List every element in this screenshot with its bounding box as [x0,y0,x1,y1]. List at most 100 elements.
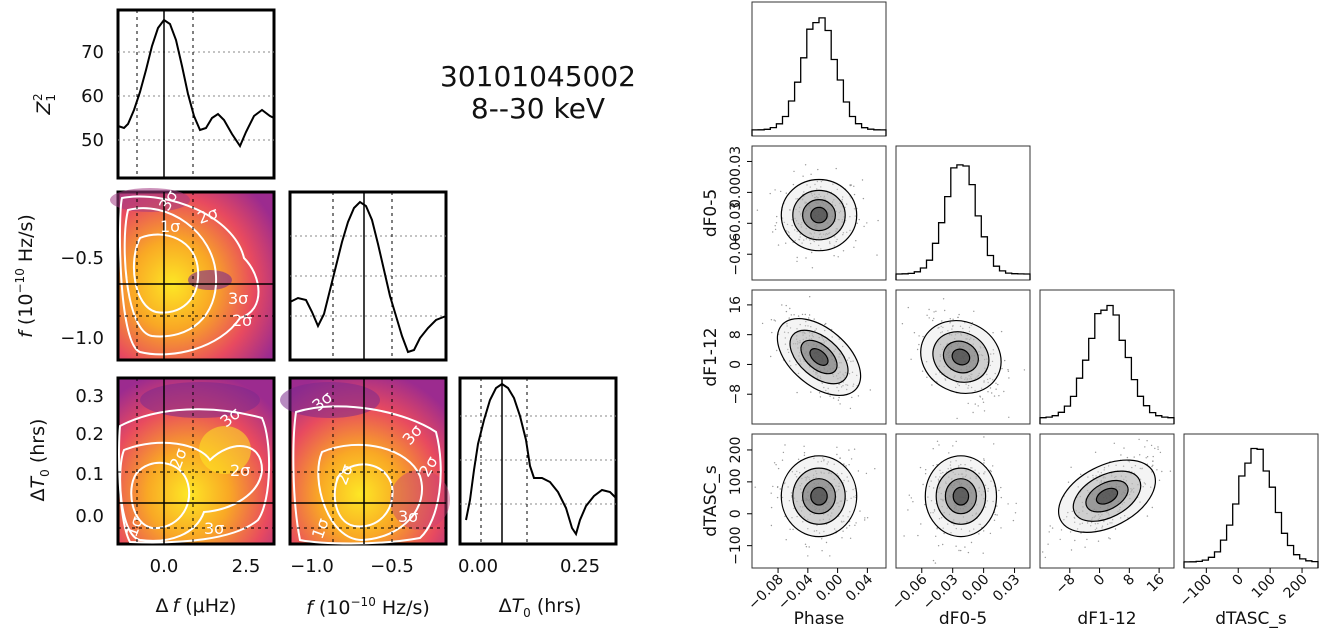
scatter-point [808,317,810,319]
scatter-point [777,467,780,470]
scatter-point [841,537,843,539]
scatter-point [796,256,798,259]
scatter-point [987,381,989,384]
scatter-point [952,325,954,328]
scatter-point [1042,551,1044,553]
scatter-point [796,198,799,200]
scatter-point [823,459,825,461]
scatter-point [983,530,985,532]
scatter-point [801,313,804,316]
contour-label: 2σ [230,461,250,480]
scatter-point [789,307,791,310]
scatter-point [932,448,934,450]
corner-panel-frame [895,145,1031,281]
scatter-point [921,370,924,372]
scatter-point [996,505,998,507]
x-tick-label: −8 [1053,572,1079,598]
scatter-point [844,206,846,209]
scatter-point [848,357,850,359]
heat-low-region [110,188,190,212]
scatter-point [792,183,795,186]
scatter-point [1141,468,1143,470]
scatter-point [772,485,774,488]
scatter-point [850,360,852,363]
scatter-point [939,469,941,472]
scatter-point [979,523,982,526]
scatter-point [1152,464,1154,466]
scatter-point [1107,465,1110,467]
scatter-point [1114,528,1117,530]
scatter-point [1074,521,1076,523]
scatter-point [784,444,786,446]
scatter-point [796,260,798,263]
scatter-point [912,501,914,503]
scatter-point [1008,377,1010,379]
scatter-point [994,513,996,516]
scatter-point [850,458,853,460]
mcmc-corner: −0.06−0.030.000.03dF0-5−80816dF1-12−1000… [701,1,1319,629]
scatter-point [1150,444,1153,447]
scatter-point [778,333,780,335]
scatter-point [982,552,984,554]
contour-1sigma [333,463,394,528]
scatter-point [926,376,928,378]
y-tick-label: 50 [81,130,104,151]
scatter-point [785,539,787,541]
scatter-point [1007,370,1010,372]
x-tick-label: 100 [1249,572,1279,602]
scatter-point [959,325,962,327]
scatter-point [918,343,920,346]
scatter-point [809,186,811,188]
scatter-point [854,215,856,217]
y-axis-label-z2: Z12 [31,93,58,115]
scatter-point [857,470,860,472]
scatter-point [993,485,996,487]
scatter-point [917,534,919,537]
scatter-point [928,317,930,319]
scatter-point [940,472,942,475]
y-tick-label: 0.1 [75,464,104,485]
y-tick-label: 8 [728,330,744,339]
scatter-point [829,242,831,245]
scatter-point [849,229,851,232]
y-tick-label: −0.06 [728,233,744,276]
scatter-point [1128,461,1131,463]
scatter-point [1090,525,1092,527]
scatter-point [813,240,815,243]
scatter-point [1000,330,1003,333]
scatter-point [835,167,837,170]
scatter-point [967,402,969,405]
scatter-point [852,383,855,385]
y-tick-label: 0.3 [75,386,104,407]
t0-fdot-heatmap: 3σ 3σ 2σ 2σ 3σ 1σ [280,376,450,546]
scatter-point [944,378,946,380]
scatter-point [1123,447,1125,449]
scatter-point [987,487,989,490]
y-tick-label: 0.03 [728,146,744,177]
scatter-point [835,530,837,532]
scatter-point [849,184,851,186]
scatter-point [817,461,819,463]
scatter-point [983,458,985,460]
x-tick-label: 0.0 [150,556,179,577]
scatter-point [754,486,756,488]
scatter-point [761,322,764,325]
scatter-point [787,351,790,354]
scatter-point [784,343,787,345]
scatter-point [992,349,994,351]
scatter-point [942,543,944,546]
scatter-point [1070,466,1072,468]
scatter-point [770,492,772,494]
scatter-point [823,530,825,533]
scatter-point [1073,516,1076,519]
scatter-point [972,411,974,414]
scatter-point [1120,454,1122,456]
scatter-point [1084,546,1086,548]
scatter-point [807,555,809,557]
scatter-point [798,239,801,241]
scatter-point [989,377,991,380]
scatter-point [948,452,950,454]
scatter-point [774,320,777,322]
x-tick-label: 0 [1091,572,1109,590]
scatter-point [789,327,792,329]
